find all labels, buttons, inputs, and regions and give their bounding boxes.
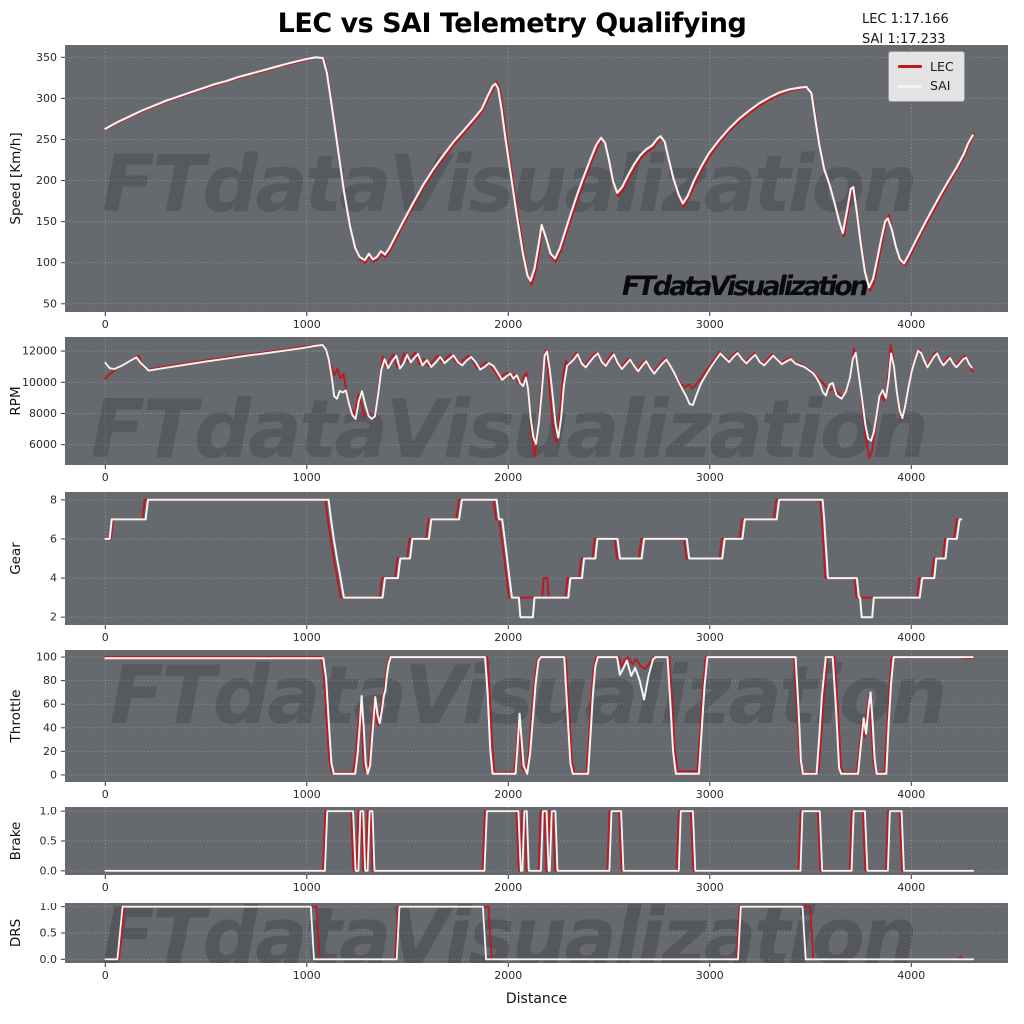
laptime-lec: LEC 1:17.166	[862, 12, 949, 27]
chart-title: LEC vs SAI Telemetry Qualifying	[277, 8, 747, 39]
series-line-sai	[104, 905, 975, 961]
laptime-annotation: LEC 1:17.166 SAI 1:17.233	[862, 10, 949, 49]
series-line-sai	[104, 498, 963, 619]
x-tick-label: 1000	[293, 969, 321, 982]
x-tick-label: 1000	[293, 471, 321, 484]
x-tick-label: 4000	[897, 471, 925, 484]
x-tick-label: 2000	[494, 318, 522, 331]
x-tick-label: 4000	[897, 881, 925, 894]
chart-rpm: FTdataVisualization 6000 8000 10000 12000 0 10…	[8, 337, 1008, 484]
x-tick-label: 0	[102, 788, 109, 801]
y-tick-label: 200	[36, 174, 57, 187]
watermark-text: FTdataVisualization	[109, 650, 944, 742]
x-tick-label: 2000	[494, 471, 522, 484]
series-line-sai	[104, 656, 974, 775]
y-tick-label: 1.0	[40, 807, 58, 818]
y-axis-label: Gear	[8, 542, 24, 575]
lec-line-swatch	[898, 65, 922, 69]
x-tick-label: 0	[102, 969, 109, 982]
y-tick-label: 0	[50, 768, 57, 781]
y-axis-label: Brake	[8, 822, 24, 861]
plot-background	[65, 903, 1008, 963]
watermark-text: FTdataVisualization	[622, 271, 868, 302]
y-tick-label: 60	[43, 698, 57, 711]
y-tick-label: 20	[43, 745, 57, 758]
y-tick-label: 12000	[22, 345, 57, 358]
y-tick-label: 8000	[29, 407, 57, 420]
x-tick-label: 4000	[897, 631, 925, 644]
x-tick-label: 3000	[696, 631, 724, 644]
y-tick-label: 150	[36, 215, 57, 228]
y-tick-label: 4	[50, 572, 57, 585]
x-tick-label: 0	[102, 631, 109, 644]
series-line-sai	[104, 344, 973, 445]
x-tick-label: 0	[102, 881, 109, 894]
x-tick-label: 4000	[897, 969, 925, 982]
y-tick-label: 100	[36, 651, 57, 664]
y-tick-label: 10000	[22, 376, 57, 389]
y-axis-label: Speed [Km/h]	[8, 132, 24, 224]
y-tick-label: 80	[43, 674, 57, 687]
plot-background	[65, 492, 1008, 625]
y-tick-label: 2	[50, 611, 57, 624]
y-tick-label: 250	[36, 133, 57, 146]
y-axis-label: DRS	[8, 919, 24, 947]
y-tick-label: 100	[36, 256, 57, 269]
x-tick-label: 0	[102, 471, 109, 484]
y-tick-label: 0.5	[40, 835, 58, 848]
y-tick-label: 40	[43, 721, 57, 734]
x-tick-label: 3000	[696, 881, 724, 894]
legend-label-sai: SAI	[930, 78, 951, 94]
y-tick-label: 6000	[29, 438, 57, 451]
chart-drs: FTdataVisualization 0.0 0.5 1.0 0 1000 2000 300…	[8, 903, 1008, 1007]
y-tick-label: 1.0	[40, 903, 58, 913]
x-tick-label: 0	[102, 318, 109, 331]
y-tick-label: 350	[36, 51, 57, 64]
x-tick-label: 3000	[696, 318, 724, 331]
x-tick-label: 4000	[897, 788, 925, 801]
x-tick-label: 1000	[293, 881, 321, 894]
y-tick-label: 6	[50, 532, 57, 545]
x-tick-label: 1000	[293, 318, 321, 331]
x-tick-label: 1000	[293, 788, 321, 801]
chart-speed: FTdataVisualizationFTdataVisualization50…	[8, 45, 1008, 331]
legend-item-sai: SAI	[898, 76, 954, 95]
y-tick-label: 0.5	[40, 927, 58, 940]
x-tick-label: 3000	[696, 788, 724, 801]
x-tick-label: 3000	[696, 471, 724, 484]
y-tick-label: 8	[50, 493, 57, 506]
x-axis-label: Distance	[506, 991, 567, 1007]
sai-line-swatch	[898, 84, 922, 88]
chart-brake: 0.0 0.5 1.0 0 1000 2000 3000 4000 Brake	[8, 807, 1008, 894]
y-tick-label: 0.0	[40, 953, 58, 966]
x-tick-label: 1000	[293, 631, 321, 644]
x-tick-label: 2000	[494, 881, 522, 894]
x-tick-label: 2000	[494, 631, 522, 644]
x-tick-label: 2000	[494, 969, 522, 982]
legend-item-lec: LEC	[898, 57, 954, 76]
legend-label-lec: LEC	[930, 59, 954, 74]
y-tick-label: 50	[43, 297, 57, 310]
legend: LEC SAI	[888, 51, 965, 102]
x-tick-label: 4000	[897, 318, 925, 331]
x-tick-label: 2000	[494, 788, 522, 801]
y-tick-label: 0.0	[40, 864, 58, 877]
watermark-text: FTdataVisualization	[102, 903, 915, 982]
series-line-sai	[104, 56, 974, 289]
y-tick-label: 300	[36, 92, 57, 105]
laptime-sai: SAI 1:17.233	[862, 31, 946, 47]
x-tick-label: 3000	[696, 969, 724, 982]
chart-gear: 2 4 6 8 0 1000 2000 3000 4000 Gear	[8, 492, 1008, 644]
y-axis-label: RPM	[8, 386, 24, 415]
y-axis-label: Throttle	[8, 690, 24, 744]
watermark-text: FTdataVisualization	[91, 383, 926, 476]
series-line-sai	[104, 810, 975, 872]
